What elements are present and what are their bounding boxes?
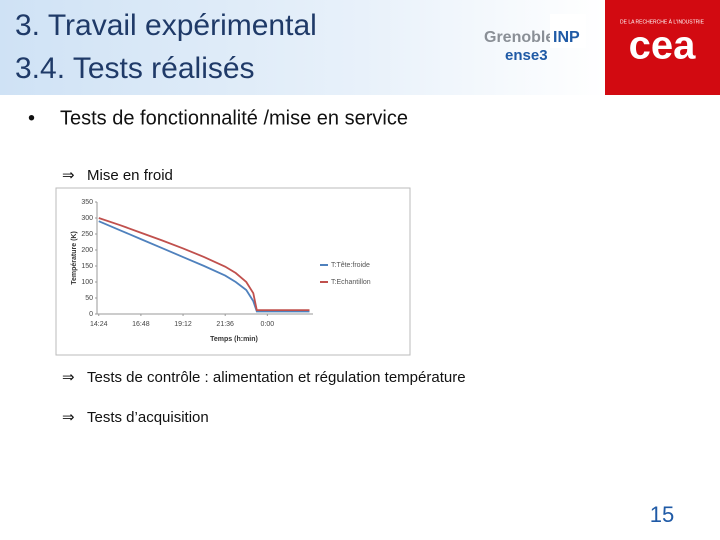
y-tick-label: 350 [81, 199, 93, 206]
logo-text: DE LA RECHERCHE À L'INDUSTRIE [620, 18, 705, 25]
legend-label: T:Tête:froide [331, 262, 370, 269]
header-band [0, 0, 605, 95]
logo-box [605, 0, 720, 95]
logo-text: Grenoble [484, 29, 554, 46]
bullet: • [28, 107, 35, 129]
series-line [98, 220, 310, 313]
legend-label: T:Echantillon [331, 279, 371, 286]
item-text: Mise en froid [87, 167, 173, 184]
page-number: 15 [650, 502, 674, 527]
y-tick-label: 100 [81, 279, 93, 286]
chart: Temps (h:min) Température (K) 0 50 100 150 2… [71, 199, 371, 343]
y-tick-label: 200 [81, 247, 93, 254]
logo-text: cea [629, 24, 696, 68]
series-line [98, 217, 310, 312]
arrow: ⇒ [62, 369, 75, 386]
logo-text: ense3 [505, 47, 548, 64]
y-tick-label: 50 [85, 295, 93, 302]
y-tick-label: 250 [81, 231, 93, 238]
x-tick-label: 19:12 [174, 321, 192, 328]
x-tick-label: 21:36 [216, 321, 234, 328]
logo-text: INP [553, 29, 580, 46]
y-axis-title: Température (K) [71, 231, 78, 285]
item-text: Tests d’acquisition [87, 409, 209, 426]
title-line: 3.4. Tests réalisés [15, 52, 255, 85]
x-tick-label: 16:48 [132, 321, 150, 328]
y-tick-label: 300 [81, 215, 93, 222]
bullet-text: Tests de fonctionnalité /mise en service [60, 107, 408, 129]
y-tick-label: 150 [81, 263, 93, 270]
title-line: 3. Travail expérimental [15, 9, 317, 42]
x-tick-label: 0:00 [261, 321, 275, 328]
y-tick-label: 0 [89, 311, 93, 318]
arrow: ⇒ [62, 167, 75, 184]
item-text: Tests de contrôle : alimentation et régu… [87, 369, 466, 386]
logo-box [550, 14, 586, 48]
x-tick-label: 14:24 [90, 321, 108, 328]
arrow: ⇒ [62, 409, 75, 426]
cea-logo: DE LA RECHERCHE À L'INDUSTRIE cea [605, 0, 720, 95]
x-axis-title: Temps (h:min) [210, 336, 258, 343]
school-logo: Grenoble INP ense3 [484, 14, 586, 64]
